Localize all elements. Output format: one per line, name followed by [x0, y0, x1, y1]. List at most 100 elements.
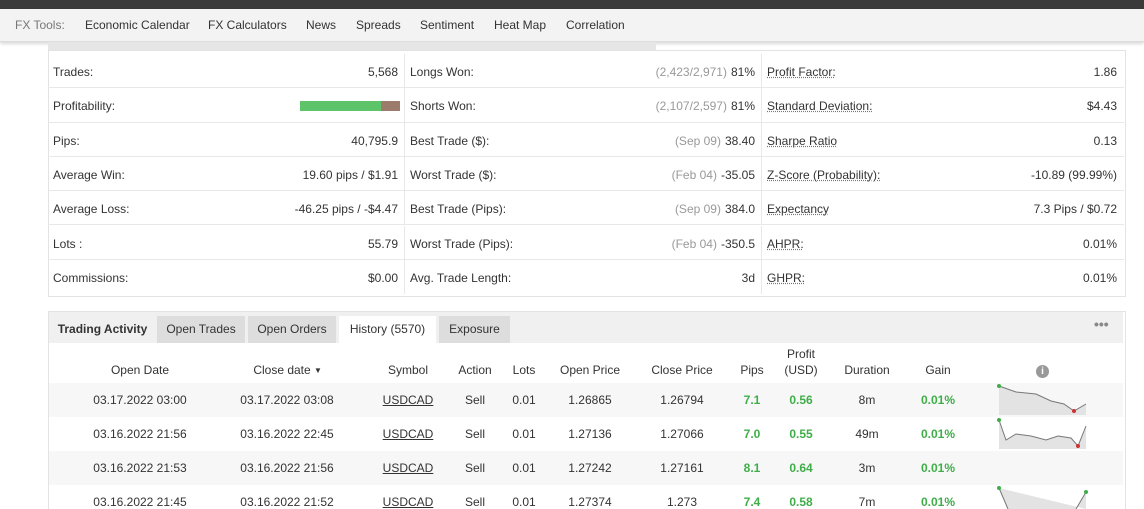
cell-text: 0.56	[789, 393, 813, 407]
stat-cell	[762, 88, 1124, 123]
stat-detail: (2,107/2,597)	[655, 99, 727, 114]
cell-text: 7m	[858, 495, 876, 509]
stat-value: 19.60 pips / $1.91	[303, 168, 398, 182]
stat-value: 3d	[742, 271, 755, 285]
cell-text: 0.58	[789, 495, 813, 509]
cell-text: Sell	[464, 427, 485, 441]
stat-number: 38.40	[724, 133, 755, 148]
stat-cell	[762, 226, 1124, 260]
cell-text: 0.01%	[920, 495, 956, 509]
stat-detail: (Sep 09)	[674, 133, 721, 148]
column-header: Gain	[925, 363, 951, 377]
nav-item[interactable]: Heat Map	[494, 18, 547, 32]
sort-arrow[interactable]: ▼	[314, 366, 322, 375]
stat-cell	[48, 191, 405, 226]
stat-number: $4.43	[1086, 99, 1117, 114]
stat-number: $0.00	[367, 270, 398, 285]
cell-text: 0.01	[512, 393, 536, 407]
stat-detail: (Feb 04)	[671, 167, 717, 182]
cell-text: Sell	[464, 393, 485, 407]
symbol-link[interactable]: USDCAD	[382, 495, 434, 509]
stat-value: 40,795.9	[351, 134, 398, 148]
cell-text: 0.01	[512, 461, 536, 475]
column-header: Close Price	[651, 363, 713, 377]
stat-detail: (2,423/2,971)	[655, 65, 727, 79]
cell-text: Sell	[464, 461, 485, 475]
nav-item[interactable]: Economic Calendar	[85, 18, 190, 32]
more-menu[interactable]: •••	[1094, 316, 1109, 332]
cell-text: 1.27066	[660, 427, 704, 441]
stat-label: Best Trade (Pips):	[410, 202, 507, 217]
info-icon[interactable]: i	[1036, 365, 1049, 378]
column-header: Symbol	[387, 363, 428, 377]
cell-text: 3m	[858, 461, 876, 475]
stat-cell	[405, 191, 762, 226]
stat-value: (Feb 04) -350.5	[672, 237, 755, 251]
stat-label: Best Trade ($):	[410, 133, 490, 148]
cell-text: 0.01%	[920, 461, 956, 475]
tab[interactable]: Exposure	[439, 316, 510, 343]
nav-item[interactable]: Correlation	[566, 18, 625, 32]
stat-value: -10.89 (99.99%)	[1031, 168, 1117, 182]
stat-value: (2,107/2,597) 81%	[656, 99, 755, 113]
tab[interactable]: Open Orders	[248, 316, 336, 343]
cell-text: 7.1	[743, 393, 761, 407]
stat-value: 5,568	[368, 65, 398, 79]
column-header: Duration	[844, 363, 890, 377]
cell-text: 8.1	[743, 461, 761, 475]
stat-cell	[405, 259, 762, 295]
table-row	[49, 485, 1123, 509]
nav-item[interactable]: Sentiment	[420, 18, 475, 32]
tab[interactable]: Trading Activity	[50, 316, 155, 343]
cell-text: 1.27374	[568, 495, 612, 509]
stat-value: $0.00	[368, 271, 398, 285]
stat-cell	[405, 54, 762, 89]
cell-text: 03.16.2022 21:56	[93, 427, 187, 441]
cell-text: 0.01%	[920, 393, 956, 407]
stat-number: 5,568	[367, 65, 398, 79]
stat-label: Profitability:	[53, 99, 116, 114]
nav-item[interactable]: FX Calculators	[208, 18, 287, 32]
cell-text: 03.17.2022 03:00	[93, 393, 187, 407]
stat-number: 0.01%	[1082, 270, 1117, 285]
tab[interactable]: History (5570)	[339, 316, 436, 343]
stat-cell	[48, 122, 405, 157]
symbol-link[interactable]: USDCAD	[382, 427, 434, 441]
stat-cell	[48, 88, 405, 123]
stat-number: 19.60 pips / $1.91	[302, 167, 398, 182]
column-header[interactable]: Close date	[253, 363, 311, 377]
stats-panel	[48, 50, 1126, 297]
stat-number: -35.05	[720, 167, 755, 182]
stat-value: 55.79	[368, 237, 398, 251]
stat-value: (Sep 09) 38.40	[675, 134, 755, 148]
cell-text: 1.273	[666, 495, 698, 509]
stat-value: (Feb 04) -35.05	[672, 168, 755, 182]
nav-item[interactable]: Spreads	[356, 18, 401, 32]
cell-text: 1.27161	[660, 461, 704, 475]
column-header: Action	[458, 363, 492, 377]
stat-cell	[48, 156, 405, 192]
stat-value: 1.86	[1094, 65, 1117, 79]
cell-text: 03.16.2022 21:56	[240, 461, 334, 475]
cell-text: 7.0	[743, 427, 761, 441]
stat-label: Worst Trade (Pips):	[410, 236, 514, 251]
stat-label: Average Win:	[53, 167, 125, 182]
symbol-link[interactable]: USDCAD	[382, 461, 434, 475]
tab[interactable]: Open Trades	[157, 316, 245, 343]
cell-text: 0.01%	[920, 427, 956, 441]
stat-value: (2,423/2,971) 81%	[656, 65, 755, 79]
stat-detail: (Feb 04)	[671, 236, 717, 251]
symbol-link[interactable]: USDCAD	[382, 393, 434, 407]
cell-text: 03.17.2022 03:08	[240, 393, 334, 407]
sparkline	[997, 384, 1087, 415]
stat-value: 0.01%	[1083, 271, 1117, 285]
cell-text: 03.16.2022 21:45	[93, 495, 187, 509]
nav-item[interactable]: News	[306, 18, 337, 32]
stat-number: 7.3 Pips / $0.72	[1033, 202, 1117, 217]
stat-label: Average Loss:	[53, 202, 130, 217]
table-row	[49, 451, 1123, 486]
stat-number: 81%	[730, 65, 755, 79]
cell-text: 0.64	[789, 461, 813, 475]
stat-label: Longs Won:	[410, 65, 474, 79]
stat-cell	[762, 123, 1124, 157]
